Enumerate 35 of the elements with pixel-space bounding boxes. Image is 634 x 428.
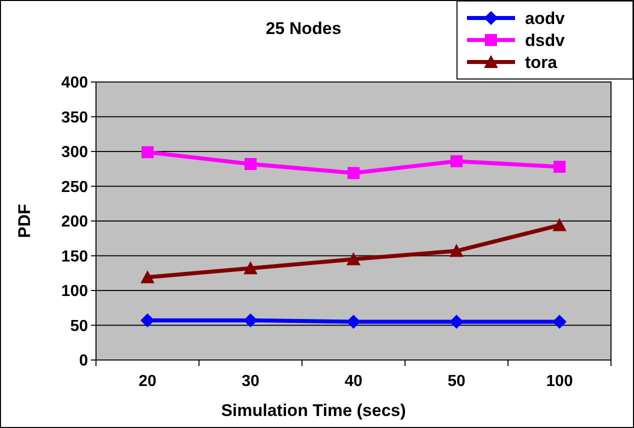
- point: [244, 158, 256, 170]
- y-tick-label: 350: [61, 109, 88, 126]
- x-axis-title: Simulation Time (secs): [221, 401, 406, 420]
- point: [552, 218, 566, 232]
- x-tick-label: 40: [344, 373, 362, 390]
- point: [346, 252, 360, 266]
- point: [450, 244, 464, 257]
- point: [450, 314, 464, 329]
- x-tick-label: 50: [448, 373, 466, 390]
- x-tick-label: 30: [242, 373, 260, 390]
- y-tick-label: 200: [61, 214, 88, 231]
- point: [140, 313, 154, 328]
- point: [552, 314, 566, 329]
- point: [140, 270, 154, 284]
- legend-label: tora: [525, 52, 558, 72]
- point: [348, 167, 360, 180]
- point: [142, 146, 154, 158]
- chart-title: 25 Nodes: [266, 19, 342, 38]
- point: [244, 261, 258, 274]
- y-tick-label: 150: [61, 248, 88, 266]
- x-tick-label: 20: [138, 373, 156, 390]
- point: [554, 160, 566, 173]
- y-axis-title: PDF: [15, 204, 34, 238]
- legend-label: aodv: [525, 8, 566, 28]
- point: [244, 313, 258, 328]
- y-tick-label: 300: [61, 144, 88, 162]
- point: [450, 155, 462, 168]
- y-tick-label: 50: [70, 318, 88, 335]
- y-tick-label: 250: [61, 178, 88, 196]
- legend-label: dsdv: [525, 30, 566, 50]
- y-tick-label: 400: [61, 74, 88, 92]
- x-tick-label: 100: [546, 373, 573, 390]
- y-tick-label: 100: [61, 283, 88, 300]
- y-tick-label: 0: [79, 352, 88, 370]
- point: [346, 314, 360, 329]
